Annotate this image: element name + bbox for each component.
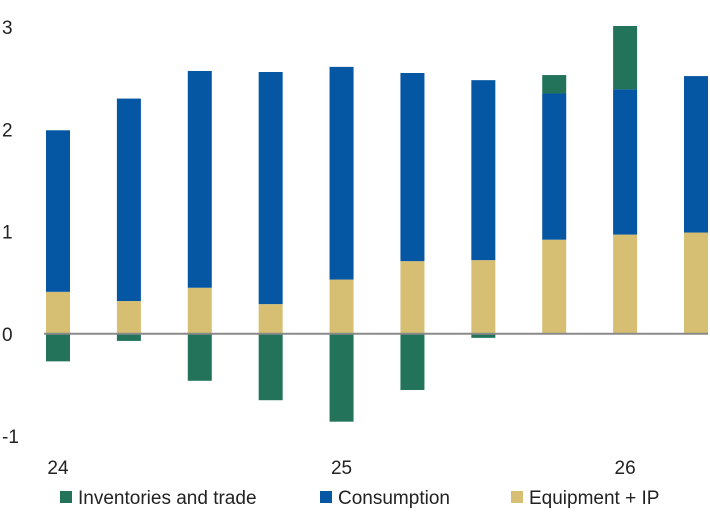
y-tick-label: 3 xyxy=(2,18,13,39)
bar-segment-equipment-ip xyxy=(400,261,425,334)
bar-segment-equipment-ip xyxy=(116,301,141,334)
y-tick-label: 1 xyxy=(2,223,13,244)
bar-segment-equipment-ip xyxy=(329,279,354,334)
bar-segment-inventories-and-trade xyxy=(329,333,354,422)
bar-segment-equipment-ip xyxy=(46,291,70,334)
legend-swatch xyxy=(511,491,523,503)
bars-layer xyxy=(46,25,708,422)
bar-segment-inventories-and-trade xyxy=(187,333,212,381)
bar-segment-inventories-and-trade xyxy=(542,75,567,94)
legend-swatch xyxy=(60,491,72,503)
bar-segment-consumption xyxy=(329,66,354,280)
bar-segment-inventories-and-trade xyxy=(400,333,425,390)
legend-label: Equipment + IP xyxy=(529,488,659,509)
y-axis-tick-labels: -1 0 1 2 3 xyxy=(2,18,19,448)
bar-segment-consumption xyxy=(116,98,141,302)
bar-segment-equipment-ip xyxy=(684,232,708,334)
y-tick-label: -1 xyxy=(2,427,19,448)
bar-segment-consumption xyxy=(613,89,638,235)
bar-segment-consumption xyxy=(684,76,708,233)
bar-segment-equipment-ip xyxy=(258,304,283,334)
x-tick-label: 26 xyxy=(615,458,636,479)
bar-segment-equipment-ip xyxy=(187,287,212,334)
y-tick-label: 2 xyxy=(2,120,13,141)
legend-item-consumption: Consumption xyxy=(320,488,450,509)
bar-segment-equipment-ip xyxy=(613,234,638,334)
legend-label: Consumption xyxy=(338,488,450,509)
bar-segment-consumption xyxy=(258,71,283,305)
legend-swatch xyxy=(320,491,332,503)
x-tick-label: 24 xyxy=(47,458,69,479)
legend-item-inventories-and-trade: Inventories and trade xyxy=(60,488,257,509)
bar-segment-inventories-and-trade xyxy=(258,333,283,401)
bar-segment-equipment-ip xyxy=(542,239,567,334)
legend-label: Inventories and trade xyxy=(78,488,257,509)
bar-segment-equipment-ip xyxy=(471,260,496,334)
x-tick-label: 25 xyxy=(331,458,352,479)
x-axis-tick-labels: 24 25 26 xyxy=(47,458,635,479)
bar-segment-consumption xyxy=(46,130,70,292)
y-tick-label: 0 xyxy=(2,325,13,346)
legend: Inventories and trade Consumption Equipmen… xyxy=(60,488,659,509)
bar-segment-inventories-and-trade xyxy=(613,25,638,90)
bar-segment-inventories-and-trade xyxy=(116,333,141,341)
bar-segment-consumption xyxy=(542,93,567,240)
bar-segment-consumption xyxy=(187,70,212,288)
bar-segment-consumption xyxy=(471,80,496,261)
bar-segment-inventories-and-trade xyxy=(46,333,70,362)
legend-item-equipment-ip: Equipment + IP xyxy=(511,488,659,509)
bar-segment-inventories-and-trade xyxy=(471,333,496,338)
bar-segment-consumption xyxy=(400,73,425,262)
